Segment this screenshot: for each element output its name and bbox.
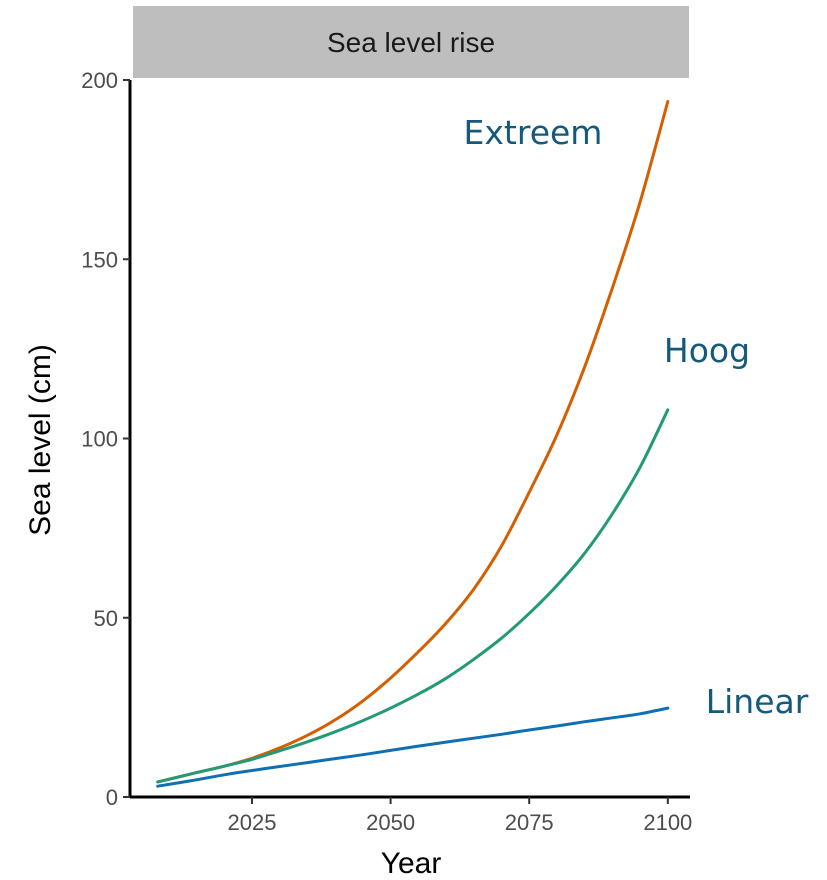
chart-title: Sea level rise [327, 27, 495, 58]
x-tick-label: 2025 [228, 810, 277, 835]
series-line-linear [156, 706, 670, 788]
facet-strip-background [133, 6, 689, 78]
series-labels: Extreem Hoog Linear [464, 113, 809, 721]
series-label-linear: Linear [706, 682, 809, 721]
series-line-extreem [156, 100, 670, 784]
y-tick-label: 100 [81, 427, 118, 452]
facet-strip: Sea level rise [133, 6, 689, 78]
series-label-extreem: Extreem [464, 113, 603, 152]
x-tick-label: 2075 [505, 810, 554, 835]
y-axis: 0 50 100 150 200 [81, 68, 132, 810]
y-tick-label: 50 [94, 606, 118, 631]
plot-area [156, 100, 670, 788]
y-tick-label: 150 [81, 247, 118, 272]
x-axis-title: Year [381, 847, 442, 880]
series-line-hoog [156, 408, 670, 784]
y-tick-label: 200 [81, 68, 118, 93]
x-tick-label: 2100 [643, 810, 692, 835]
y-axis-title: Sea level (cm) [24, 344, 57, 536]
y-tick-label: 0 [106, 785, 118, 810]
series-label-hoog: Hoog [664, 331, 750, 370]
x-tick-label: 2050 [366, 810, 415, 835]
x-axis: 2025 2050 2075 2100 [130, 795, 692, 835]
